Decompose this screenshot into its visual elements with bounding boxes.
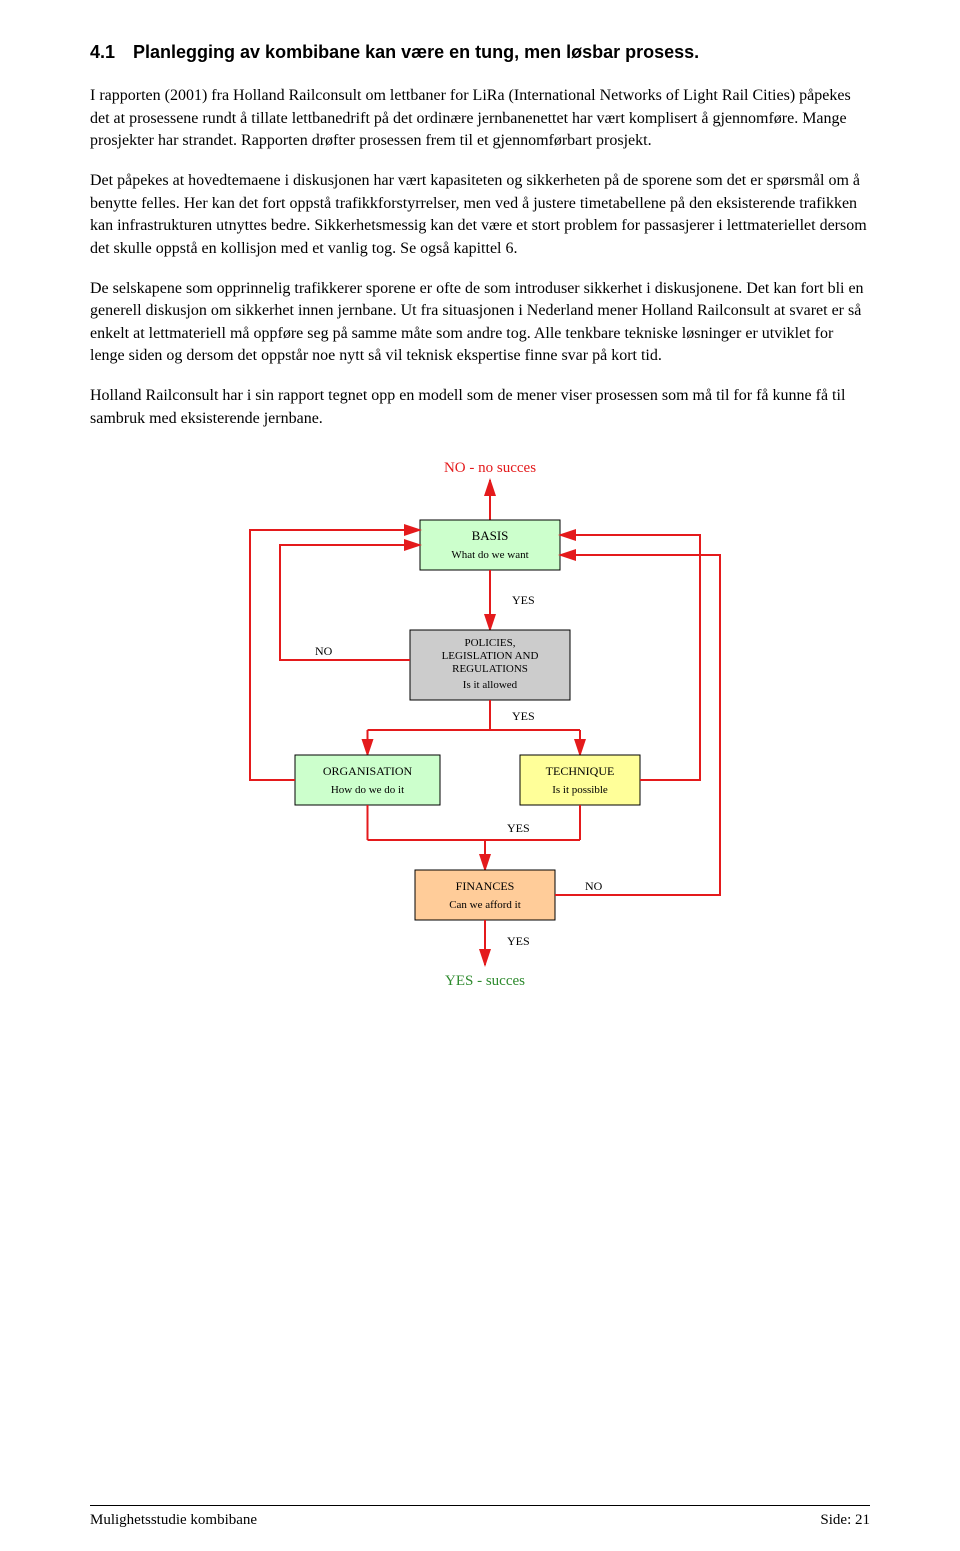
flowchart-svg: NO - no succes BASIS What do we want YES POL… [210, 450, 750, 1010]
svg-text:Is it possible: Is it possible [552, 784, 608, 796]
footer-left: Mulighetsstudie kombibane [90, 1510, 257, 1531]
paragraph-1: I rapporten (2001) fra Holland Railconsu… [90, 85, 870, 152]
page-footer: Mulighetsstudie kombibane Side: 21 [90, 1505, 870, 1531]
footer-right: Side: 21 [820, 1510, 870, 1531]
heading-number: 4.1 [90, 40, 115, 65]
paragraph-4: Holland Railconsult har i sin rapport te… [90, 385, 870, 430]
svg-text:Can we afford it: Can we afford it [449, 899, 521, 911]
page-content: 4.1 Planlegging av kombibane kan være en … [90, 40, 870, 1505]
svg-text:What do we want: What do we want [451, 549, 528, 561]
svg-text:YES - succes: YES - succes [445, 973, 525, 989]
flowchart-container: NO - no succes BASIS What do we want YES POL… [90, 450, 870, 1010]
svg-text:YES: YES [512, 593, 535, 607]
svg-text:REGULATIONS: REGULATIONS [452, 663, 528, 675]
svg-text:FINANCES: FINANCES [456, 879, 515, 893]
svg-text:LEGISLATION AND: LEGISLATION AND [442, 650, 539, 662]
svg-text:YES: YES [507, 821, 530, 835]
svg-text:NO - no succes: NO - no succes [444, 460, 536, 476]
svg-text:YES: YES [512, 709, 535, 723]
svg-text:TECHNIQUE: TECHNIQUE [546, 764, 615, 778]
section-heading: 4.1 Planlegging av kombibane kan være en … [90, 40, 870, 65]
svg-text:NO: NO [585, 879, 603, 893]
svg-text:BASIS: BASIS [472, 528, 509, 543]
svg-text:How do we do it: How do we do it [331, 784, 404, 796]
svg-text:NO: NO [315, 644, 333, 658]
svg-text:Is it allowed: Is it allowed [463, 679, 518, 691]
svg-text:POLICIES,: POLICIES, [464, 637, 515, 649]
paragraph-2: Det påpekes at hovedtemaene i diskusjone… [90, 170, 870, 260]
svg-text:ORGANISATION: ORGANISATION [323, 764, 413, 778]
svg-text:YES: YES [507, 934, 530, 948]
heading-title: Planlegging av kombibane kan være en tun… [133, 42, 699, 62]
paragraph-3: De selskapene som opprinnelig trafikkere… [90, 278, 870, 368]
